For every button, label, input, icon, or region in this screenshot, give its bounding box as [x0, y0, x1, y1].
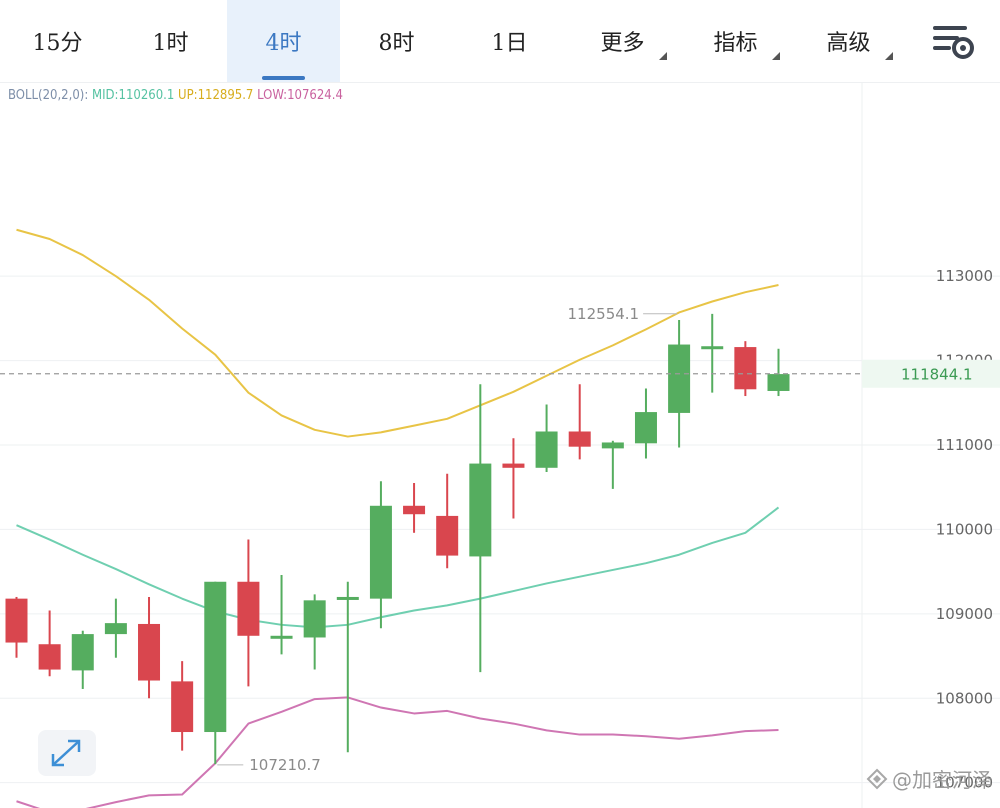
timeframe-tabbar: 15分 1时 4时 8时 1日 更多 指标 高级	[0, 0, 1000, 83]
tab-label: 4时	[265, 31, 302, 56]
tab-7[interactable]: 高级	[792, 0, 905, 82]
candle-body	[436, 515, 459, 556]
tab-4[interactable]: 1日	[453, 0, 566, 82]
candle-body	[502, 463, 525, 468]
y-tick-label: 110000	[936, 520, 993, 538]
candle-body	[270, 635, 293, 639]
y-tick-label: 109000	[936, 605, 993, 623]
candle-body	[535, 431, 558, 468]
candle-body	[568, 431, 591, 447]
candle-body	[601, 442, 624, 449]
tab-label: 15分	[32, 31, 83, 56]
tab-label: 1日	[491, 31, 528, 56]
boll-up-value: 112895.7	[197, 88, 254, 103]
candle-body	[336, 596, 359, 600]
dropdown-corner-icon	[885, 52, 893, 60]
candle-body	[5, 598, 28, 643]
tab-label: 8时	[378, 31, 415, 56]
candle-body	[469, 463, 492, 557]
tab-label: 更多	[600, 31, 645, 56]
candle-body	[138, 623, 161, 681]
tab-label: 1时	[152, 31, 189, 56]
tab-0[interactable]: 15分	[1, 0, 114, 82]
candlestick-chart[interactable]: 1130001120001110001100001090001080001070…	[0, 82, 1000, 808]
watermark-logo-icon	[866, 768, 888, 789]
candle-body	[303, 600, 326, 638]
y-tick-label: 113000	[936, 267, 993, 285]
y-tick-label: 107000	[936, 774, 993, 792]
candle-body	[734, 347, 757, 390]
candle-body	[204, 581, 227, 733]
tab-2[interactable]: 4时	[227, 0, 340, 82]
min-price-label: 107210.7	[249, 756, 321, 774]
boll-low-value: 107624.4	[287, 88, 343, 103]
candle-body	[668, 344, 691, 413]
candle-body	[171, 681, 194, 733]
current-price-label: 111844.1	[901, 366, 973, 384]
active-tab-underline	[262, 76, 305, 80]
tab-5[interactable]: 更多	[566, 0, 679, 82]
boll-mid-label: MID:	[92, 88, 119, 103]
boll-middle-line	[16, 506, 780, 629]
candle-body	[104, 623, 127, 635]
candle-body	[634, 412, 657, 444]
candle-body	[38, 644, 61, 670]
boll-legend: BOLL(20,2,0): MID:110260.1 UP:112895.7 L…	[8, 88, 343, 103]
tab-1[interactable]: 1时	[114, 0, 227, 82]
candle-body	[369, 505, 392, 599]
tab-label: 指标	[713, 31, 758, 56]
watermark-text: @加密河泽	[892, 768, 992, 792]
candle-body	[403, 505, 426, 515]
chart-settings-icon[interactable]	[925, 16, 979, 66]
boll-upper-line	[16, 228, 779, 438]
candle-body	[237, 581, 260, 636]
dropdown-corner-icon	[772, 52, 780, 60]
expand-chart-icon[interactable]	[38, 730, 96, 776]
tab-3[interactable]: 8时	[340, 0, 453, 82]
boll-legend-name: BOLL(20,2,0):	[8, 88, 89, 103]
current-price-tag	[862, 359, 1000, 388]
y-tick-label: 108000	[936, 689, 993, 707]
y-tick-label: 111000	[936, 436, 993, 454]
candle-body	[71, 634, 94, 671]
watermark: @加密河泽	[866, 764, 992, 793]
boll-lower-line	[16, 696, 779, 808]
tab-label: 高级	[826, 31, 871, 56]
candle-body	[701, 346, 724, 350]
boll-mid-value: 110260.1	[118, 88, 175, 103]
dropdown-corner-icon	[659, 52, 667, 60]
boll-up-label: UP:	[178, 88, 198, 103]
candle-body	[767, 374, 790, 391]
tab-6[interactable]: 指标	[679, 0, 792, 82]
max-price-label: 112554.1	[568, 305, 640, 323]
boll-low-label: LOW:	[257, 88, 288, 103]
